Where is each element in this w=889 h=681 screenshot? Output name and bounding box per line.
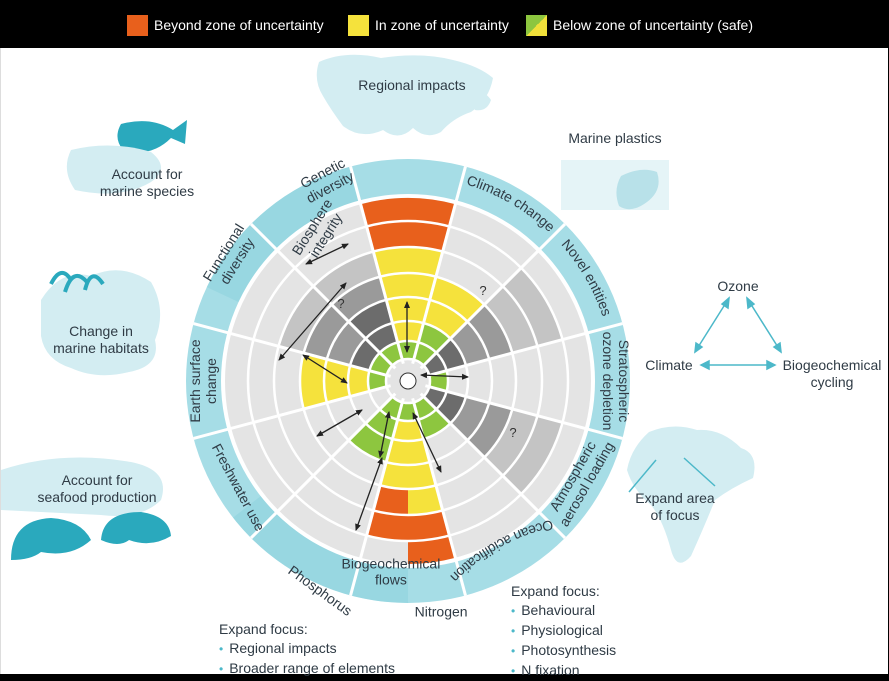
wheel-spoke: [349, 166, 405, 365]
triangle-climate-label: Climate: [645, 357, 693, 373]
fish-icon: [66, 120, 187, 194]
wheel-band: [348, 365, 370, 397]
shrimp-icon: [1, 457, 171, 560]
triangle-ozone-label: Ozone: [717, 278, 758, 294]
wheel-band: [368, 370, 387, 392]
expand-right-item: Physiological: [511, 621, 616, 641]
wheel-band: [373, 247, 443, 277]
swatch-in-zone-icon: [348, 14, 369, 36]
wheel-band: [360, 198, 456, 227]
expand-right-item: N fixation: [511, 661, 616, 681]
india-map-icon: [627, 426, 755, 563]
habitat-icon: [41, 270, 161, 376]
seafood-label-1: Account for: [62, 472, 133, 488]
expand-right-item: Photosynthesis: [511, 641, 616, 661]
legend-beyond-label: Beyond zone of uncertainty: [154, 17, 324, 33]
wheel-band: [348, 299, 393, 339]
unknown-mark: ?: [479, 283, 486, 298]
wheel-band: [502, 415, 563, 495]
expand-right-item: Behavioural: [511, 601, 616, 621]
wheel-gridline: [384, 357, 432, 405]
annotations: Regional impacts Marine plastics Account…: [37, 77, 881, 523]
uncertainty-arrow: [412, 412, 442, 473]
marine-habitats-label-1: Change in: [69, 323, 133, 339]
uncertainty-arrow: [316, 409, 363, 437]
wheel-spoke: [424, 322, 623, 378]
wheel-band: [467, 402, 513, 458]
wheel-band: [380, 462, 408, 489]
expand-left-item: Regional impacts: [219, 639, 395, 659]
world-map-icon: [316, 54, 493, 136]
seafood-label-2: seafood production: [37, 489, 156, 505]
marine-species-label-2: marine species: [100, 183, 194, 199]
legend-below: Below zone of uncertainty (safe): [526, 14, 753, 36]
uncertainty-arrow: [278, 282, 347, 361]
wheel-band: [484, 408, 538, 476]
biosphere-subring: [206, 166, 360, 302]
triangle-biogeo-label-1: Biogeochemical: [783, 357, 882, 373]
uncertainty-arrow: [378, 411, 391, 458]
triangle-biogeo-label-2: cycling: [811, 374, 854, 390]
regional-impacts-label: Regional impacts: [358, 77, 465, 93]
wheel-band: [467, 304, 513, 360]
expand-left-title: Expand focus:: [219, 621, 308, 637]
expand-right-title: Expand focus:: [511, 583, 600, 599]
legend-beyond: Beyond zone of uncertainty: [127, 14, 324, 36]
marine-habitats-label-2: marine habitats: [53, 340, 149, 356]
wheel-gridline: [272, 245, 544, 517]
wheel-spoke: [424, 384, 623, 440]
unknown-mark: ?: [509, 425, 516, 440]
wheel-center: [399, 372, 417, 390]
swatch-below-icon: [526, 14, 547, 36]
wheel-band: [366, 221, 450, 252]
wheel-band: [502, 267, 563, 347]
diagram-canvas: ??? Climate change Novel entities Stratosph…: [0, 48, 888, 678]
unknown-mark: ?: [337, 296, 344, 311]
wheel-band: [397, 402, 408, 421]
expand-area-label-2: of focus: [650, 507, 699, 523]
expand-focus-right: Expand focus: Behavioural Physiological …: [511, 582, 616, 681]
wheel-band: [429, 276, 485, 322]
uncertainty-arrow: [420, 372, 469, 380]
wheel-gridline: [298, 271, 518, 491]
legend-in-zone-label: In zone of uncertainty: [375, 17, 509, 33]
wheel-band: [423, 299, 468, 339]
legend-bar: Beyond zone of uncertainty In zone of un…: [0, 0, 889, 48]
wheel-spoke: [249, 392, 397, 540]
expand-area-label-1: Expand area: [635, 490, 715, 506]
wheel-spoke: [419, 222, 567, 370]
wheel-band: [484, 286, 538, 354]
wheel-band: [450, 321, 490, 366]
marine-species-label-1: Account for: [112, 166, 183, 182]
wheel-spoke: [411, 166, 467, 365]
sector-label-land: Earth surfacechange: [187, 339, 219, 422]
sector-label-biogeo: Biogeochemical flows: [341, 555, 440, 587]
uncertainty-arrow: [355, 457, 383, 531]
expand-area-arrows: [628, 457, 716, 493]
plastics-map-icon: [561, 160, 669, 210]
biogeo-subring: [233, 496, 408, 603]
wheel-band: [408, 485, 443, 515]
uncertainty-arrows: [278, 243, 469, 531]
uncertainty-arrow: [305, 243, 349, 265]
wheel-band: [450, 396, 490, 441]
wheel-gridline: [246, 219, 570, 543]
wheel-band: [408, 535, 456, 564]
wheel-band: [408, 510, 450, 541]
legend-below-label: Below zone of uncertainty (safe): [553, 17, 753, 33]
expand-left-item: Broader range of elements: [219, 659, 395, 679]
sector-label-nitrogen: Nitrogen: [415, 604, 468, 620]
legend-in-zone: In zone of uncertainty: [348, 14, 509, 36]
wheel-band: [380, 273, 436, 300]
wheel-spoke: [419, 392, 567, 540]
triangle-arrows: [694, 296, 782, 371]
swatch-beyond-icon: [127, 14, 148, 36]
marine-plastics-label: Marine plastics: [568, 130, 661, 146]
sector-label-ozone: Stratosphericozone depletion: [600, 332, 632, 431]
expand-focus-left: Expand focus: Regional impacts Broader r…: [219, 620, 395, 679]
wheel-spoke: [193, 384, 392, 440]
